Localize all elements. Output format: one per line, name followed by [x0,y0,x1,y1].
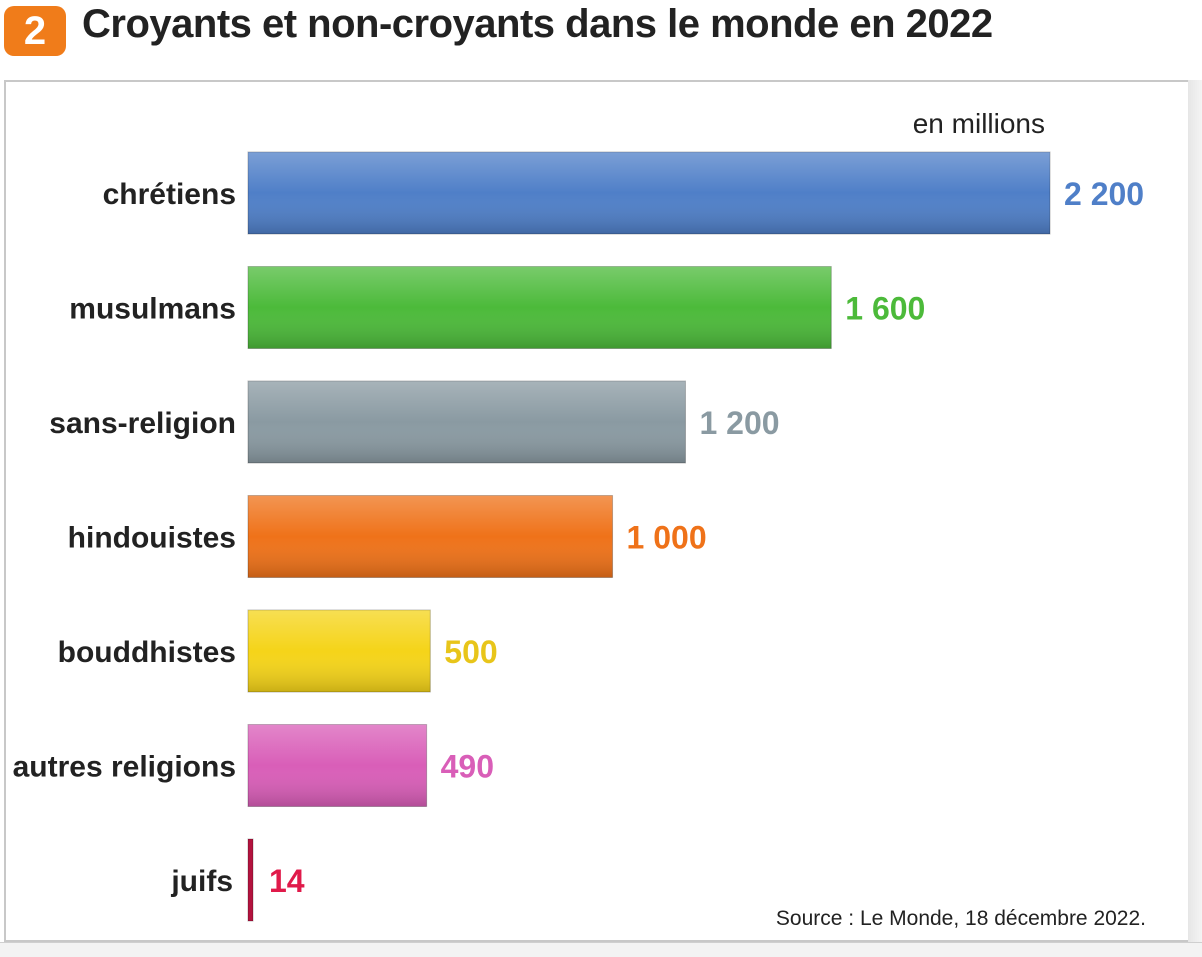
bar-shading [248,610,431,692]
figure-number-badge: 2 [4,6,66,56]
value-label: 490 [441,749,494,785]
value-label: 2 200 [1064,176,1144,212]
source-note: Source : Le Monde, 18 décembre 2022. [776,907,1146,930]
category-label: autres religions [13,751,236,784]
bar [247,838,254,922]
bar-shading [248,724,427,807]
page-bottom-strip [0,942,1202,957]
figure-title: Croyants et non-croyants dans le monde e… [82,2,993,46]
bar-shading [248,266,832,349]
value-label: 500 [444,634,497,670]
bar-shading [248,381,686,463]
unit-label: en millions [913,108,1045,139]
bar-shading [248,152,1050,234]
value-label: 1 600 [845,291,925,327]
page-edge [1188,80,1202,956]
value-label: 1 200 [699,405,779,441]
category-label: sans-religion [49,407,236,440]
category-label: hindouistes [68,522,236,555]
value-label: 14 [269,863,305,899]
category-label: musulmans [69,293,236,326]
value-label: 1 000 [627,520,707,556]
category-label: juifs [170,865,233,898]
category-label: chrétiens [103,178,236,211]
bars-group: chrétiens 2 200 musulmans 1 600 sans-religio… [13,151,1144,922]
bar-shading [248,495,613,578]
figure-header: 2 Croyants et non-croyants dans le monde… [0,0,1202,80]
category-label: bouddhistes [58,636,236,669]
